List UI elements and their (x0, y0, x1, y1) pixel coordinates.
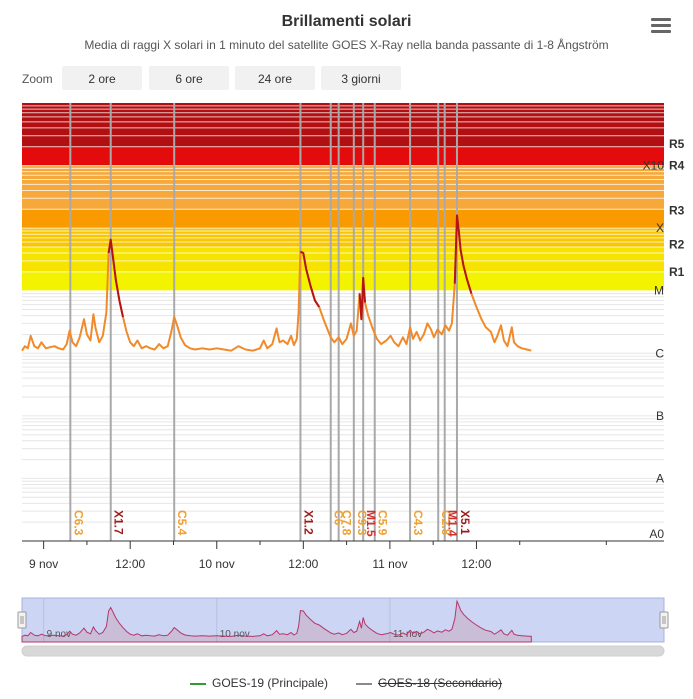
flare-marker-label-9: C4.3 (411, 510, 425, 536)
r-label-3: R4 (669, 159, 685, 173)
zoom-6h-button[interactable]: 6 ore (149, 66, 229, 90)
flare-marker-label-0: C6.3 (71, 510, 85, 536)
class-label-6: X10 (643, 159, 665, 173)
severity-band-5 (22, 146, 664, 166)
x-tick-label-0: 9 nov (29, 557, 58, 571)
severity-band-1 (22, 246, 664, 272)
legend-label-goes18: GOES-18 (Secondario) (378, 676, 503, 690)
severity-band-3 (22, 209, 664, 229)
series-flare-segment (299, 250, 321, 308)
flare-marker-label-1: X1.7 (112, 510, 126, 535)
class-label-2: B (656, 409, 664, 423)
series-flare-segment (358, 276, 366, 321)
zoom-3d-button[interactable]: 3 giorni (321, 66, 401, 90)
x-tick-label-4: 11 nov (372, 557, 407, 571)
chart-subtitle: Media di raggi X solari in 1 minuto del … (84, 38, 609, 52)
legend-swatch-goes18 (356, 683, 372, 685)
flare-marker-label-5: C7.8 (340, 510, 354, 536)
legend: GOES-19 (Principale) GOES-18 (Secondario… (0, 676, 693, 694)
series-flare-segment (453, 214, 473, 294)
legend-swatch-goes19 (190, 683, 206, 685)
class-label-5: X (656, 221, 664, 235)
chart-title: Brillamenti solari (281, 13, 412, 30)
flare-marker-lines (69, 103, 458, 541)
class-labels: A0 A B C M X X10 (643, 159, 665, 541)
flare-marker-label-10: C2.8 (439, 510, 453, 536)
r-label-1: R2 (669, 237, 685, 251)
x-tick-label-1: 12:00 (115, 557, 145, 571)
r-scale-labels: R1 R2 R3 R4 R5 (669, 137, 685, 279)
x-tick-label-3: 12:00 (288, 557, 318, 571)
flare-marker-label-3: X1.2 (301, 510, 315, 535)
severity-band-6 (22, 103, 664, 147)
r-label-4: R5 (669, 137, 685, 151)
flare-marker-label-2: C5.4 (175, 510, 189, 536)
series-layer (21, 214, 532, 352)
navigator-handle-left[interactable] (17, 611, 27, 629)
navigator-handle-right[interactable] (659, 611, 669, 629)
r-label-0: R1 (669, 265, 685, 279)
legend-label-goes19: GOES-19 (Principale) (212, 676, 329, 690)
x-axis: 9 nov 12:00 10 nov 12:00 11 nov 12:00 (22, 540, 664, 571)
context-menu-icon[interactable] (651, 18, 671, 36)
flare-marker-label-6: C9.3 (355, 510, 369, 536)
x-tick-label-2: 10 nov (199, 557, 235, 571)
series-flare-segment (107, 238, 124, 318)
x-tick-label-5: 12:00 (461, 557, 491, 571)
navigator: 9 nov 10 nov 11 nov (17, 597, 669, 657)
zoom-label: Zoom (22, 72, 53, 86)
class-label-4: M (654, 284, 664, 298)
grid-lines (22, 105, 664, 542)
severity-band-4 (22, 165, 664, 210)
flare-marker-label-8: C5.9 (376, 510, 390, 536)
zoom-24h-button[interactable]: 24 ore (235, 66, 315, 90)
navigator-day-label-0: 9 nov (47, 629, 71, 640)
zoom-2h-button[interactable]: 2 ore (62, 66, 142, 90)
severity-band-0 (22, 271, 664, 291)
flare-marker-label-4: C6 (332, 510, 346, 526)
flare-marker-label-7: M1.5 (364, 510, 378, 537)
navigator-scrollbar[interactable] (21, 645, 665, 657)
class-label-0: A0 (649, 527, 664, 541)
flare-marker-label-12: X5.1 (458, 510, 472, 535)
series-line-goes19 (21, 214, 532, 352)
navigator-day-label-2: 11 nov (393, 629, 422, 640)
navigator-series (21, 599, 532, 643)
navigator-day-label-1: 10 nov (220, 629, 250, 640)
class-label-1: A (656, 471, 664, 485)
r-label-2: R3 (669, 204, 685, 218)
flare-marker-label-11: M1.4 (446, 510, 460, 537)
class-label-3: C (655, 346, 664, 360)
